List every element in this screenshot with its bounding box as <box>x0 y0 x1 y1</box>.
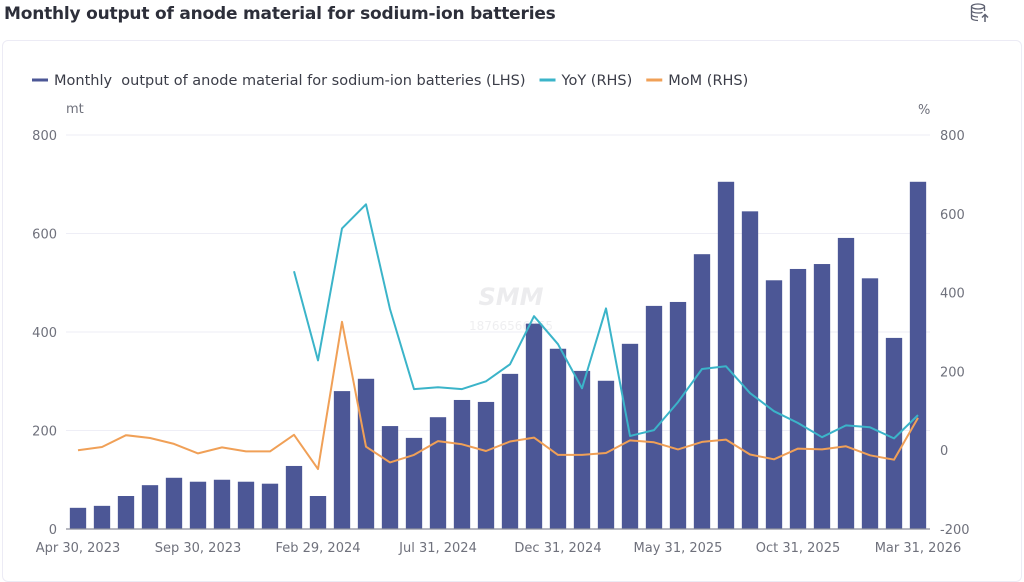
bar[interactable] <box>334 391 350 529</box>
bar[interactable] <box>742 211 758 529</box>
left-axis-tick-label: 800 <box>32 129 57 144</box>
x-axis-tick-label: Sep 30, 2023 <box>155 541 242 556</box>
bar[interactable] <box>94 506 110 529</box>
bar[interactable] <box>238 482 254 529</box>
bar[interactable] <box>262 484 278 529</box>
left-axis-tick-label: 600 <box>32 228 57 243</box>
legend-item-yoy[interactable]: YoY (RHS) <box>540 73 633 89</box>
bar[interactable] <box>574 371 590 529</box>
legend: Monthly output of anode material for sod… <box>32 73 748 89</box>
x-axis-tick-label: Dec 31, 2024 <box>514 541 601 556</box>
x-axis-tick-label: Feb 29, 2024 <box>275 541 360 556</box>
bar[interactable] <box>766 280 782 529</box>
legend-label: YoY (RHS) <box>561 73 633 89</box>
left-axis-tick-label: 200 <box>32 425 57 440</box>
bar[interactable] <box>382 426 398 529</box>
x-axis-tick-label: Mar 31, 2026 <box>875 541 962 556</box>
x-axis-tick-label: Oct 31, 2025 <box>756 541 841 556</box>
bar[interactable] <box>670 302 686 529</box>
bar[interactable] <box>118 496 134 529</box>
left-axis-tick-label: 400 <box>32 326 57 341</box>
right-axis-tick-label: 200 <box>940 365 965 380</box>
x-axis-tick-label: Apr 30, 2023 <box>36 541 121 556</box>
right-axis-tick-label: -200 <box>940 523 970 538</box>
bar[interactable] <box>718 182 734 529</box>
bar[interactable] <box>190 482 206 529</box>
left-axis-tick-label: 0 <box>49 523 57 538</box>
chart-svg: SMM 18766566055 0200400600800-2000200400… <box>0 0 1024 568</box>
bar[interactable] <box>70 508 86 529</box>
bar[interactable] <box>358 379 374 529</box>
bar[interactable] <box>166 478 182 529</box>
bar[interactable] <box>838 238 854 529</box>
left-axis-unit: mt <box>66 102 84 117</box>
right-axis-tick-label: 800 <box>940 129 965 144</box>
legend-label: MoM (RHS) <box>668 73 748 89</box>
bar[interactable] <box>646 306 662 529</box>
right-axis-tick-label: 0 <box>940 444 948 459</box>
x-axis-tick-label: Jul 31, 2024 <box>398 541 477 556</box>
bar[interactable] <box>862 278 878 529</box>
bar[interactable] <box>910 182 926 529</box>
bar[interactable] <box>310 496 326 529</box>
right-axis-tick-label: 600 <box>940 208 965 223</box>
bar[interactable] <box>286 466 302 529</box>
watermark-brand: SMM <box>478 283 543 311</box>
x-axis-tick-label: May 31, 2025 <box>634 541 723 556</box>
legend-item-output[interactable]: Monthly output of anode material for sod… <box>32 73 526 89</box>
bar[interactable] <box>694 254 710 529</box>
bar[interactable] <box>598 381 614 529</box>
bar[interactable] <box>790 269 806 529</box>
right-axis-tick-label: 400 <box>940 287 965 302</box>
bar[interactable] <box>814 264 830 529</box>
bar[interactable] <box>214 480 230 529</box>
bar[interactable] <box>430 417 446 529</box>
bar[interactable] <box>526 324 542 529</box>
legend-item-mom[interactable]: MoM (RHS) <box>646 73 748 89</box>
bar[interactable] <box>454 400 470 529</box>
legend-label: Monthly output of anode material for sod… <box>54 73 526 89</box>
right-axis-unit: % <box>918 103 930 118</box>
bar[interactable] <box>478 402 494 529</box>
bar[interactable] <box>142 485 158 529</box>
bar[interactable] <box>550 349 566 529</box>
bar[interactable] <box>502 374 518 529</box>
